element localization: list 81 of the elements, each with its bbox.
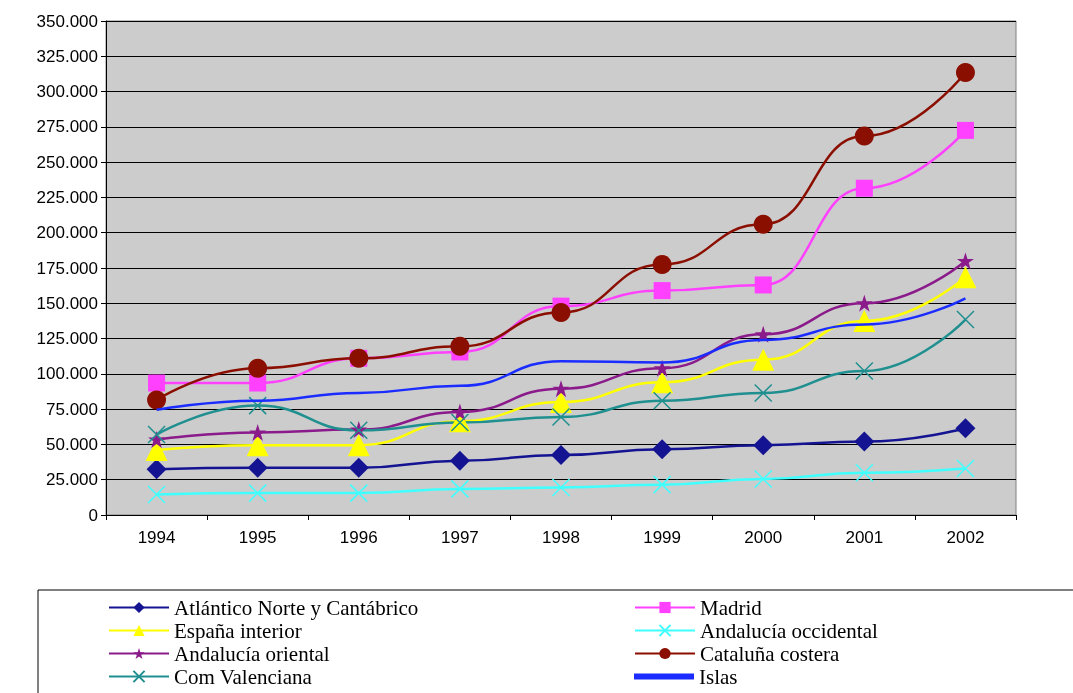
y-tick-label: 25.000 bbox=[46, 470, 98, 490]
point bbox=[248, 396, 267, 415]
x-tick-label: 2002 bbox=[946, 528, 985, 547]
y-tick-label: 50.000 bbox=[46, 434, 98, 454]
point bbox=[752, 348, 775, 371]
point bbox=[651, 371, 674, 394]
point bbox=[551, 478, 571, 497]
y-tick-label: 175.000 bbox=[36, 258, 98, 278]
point bbox=[450, 336, 470, 356]
x-tick-label: 2001 bbox=[845, 528, 884, 547]
point bbox=[146, 459, 167, 480]
y-tick-label: 350.000 bbox=[36, 11, 98, 31]
legend-label: Islas bbox=[699, 664, 738, 689]
point bbox=[347, 434, 370, 457]
point bbox=[551, 407, 571, 427]
point bbox=[855, 463, 874, 482]
point bbox=[248, 358, 268, 378]
point bbox=[248, 483, 267, 503]
point bbox=[247, 457, 268, 478]
legend-label: Atlántico Norte y Cantábrico bbox=[174, 595, 419, 620]
x-tick-label: 1994 bbox=[137, 528, 176, 547]
point bbox=[246, 434, 269, 457]
point bbox=[249, 374, 267, 392]
y-tick-label: 225.000 bbox=[36, 187, 98, 207]
point bbox=[753, 214, 773, 234]
y-tick-label: 275.000 bbox=[36, 117, 98, 137]
point bbox=[753, 469, 773, 489]
point bbox=[348, 457, 369, 478]
y-tick-label: 100.000 bbox=[36, 364, 98, 384]
point bbox=[955, 418, 976, 439]
point bbox=[652, 439, 673, 460]
point bbox=[652, 391, 672, 410]
point bbox=[147, 425, 166, 444]
legend-label: Cataluña costera bbox=[700, 641, 841, 666]
point bbox=[349, 483, 369, 503]
point bbox=[954, 266, 977, 289]
point bbox=[451, 403, 469, 421]
point bbox=[956, 121, 974, 139]
point bbox=[956, 252, 974, 270]
point bbox=[147, 485, 166, 504]
x-tick-label: 2000 bbox=[744, 528, 783, 547]
y-tick-label: 150.000 bbox=[36, 293, 98, 313]
legend-label: Com Valenciana bbox=[174, 664, 313, 689]
point bbox=[652, 254, 672, 274]
point bbox=[551, 445, 571, 466]
point bbox=[854, 431, 875, 452]
point bbox=[956, 459, 975, 478]
y-tick-label: 125.000 bbox=[36, 329, 98, 349]
y-tick-label: 0 bbox=[88, 505, 98, 525]
x-tick-label: 1996 bbox=[339, 528, 378, 547]
y-tick-label: 250.000 bbox=[36, 152, 98, 172]
point bbox=[855, 361, 874, 381]
point bbox=[955, 63, 975, 83]
point bbox=[449, 450, 470, 471]
point bbox=[552, 380, 570, 398]
point bbox=[147, 390, 167, 410]
point bbox=[653, 282, 671, 300]
point bbox=[652, 475, 672, 494]
point bbox=[956, 310, 975, 329]
point bbox=[854, 126, 874, 146]
point bbox=[753, 383, 773, 403]
point bbox=[249, 423, 267, 441]
point bbox=[550, 391, 572, 414]
legend-label: Madrid bbox=[700, 595, 763, 620]
x-tick-label: 1995 bbox=[238, 528, 277, 547]
point bbox=[551, 302, 571, 322]
y-tick-label: 75.000 bbox=[46, 399, 98, 419]
point bbox=[855, 294, 873, 312]
y-tick-label: 200.000 bbox=[36, 223, 98, 243]
y-tick-label: 325.000 bbox=[36, 46, 98, 66]
point bbox=[753, 435, 774, 456]
point bbox=[754, 276, 772, 294]
point bbox=[855, 179, 873, 197]
x-tick-label: 1998 bbox=[542, 528, 580, 547]
legend-label: España interior bbox=[174, 618, 302, 643]
legend-label: Andalucía occidental bbox=[700, 618, 878, 643]
y-tick-label: 300.000 bbox=[36, 82, 98, 102]
point bbox=[148, 374, 166, 392]
x-tick-label: 1997 bbox=[440, 528, 479, 547]
x-tick-label: 1999 bbox=[643, 528, 682, 547]
point bbox=[450, 479, 470, 499]
